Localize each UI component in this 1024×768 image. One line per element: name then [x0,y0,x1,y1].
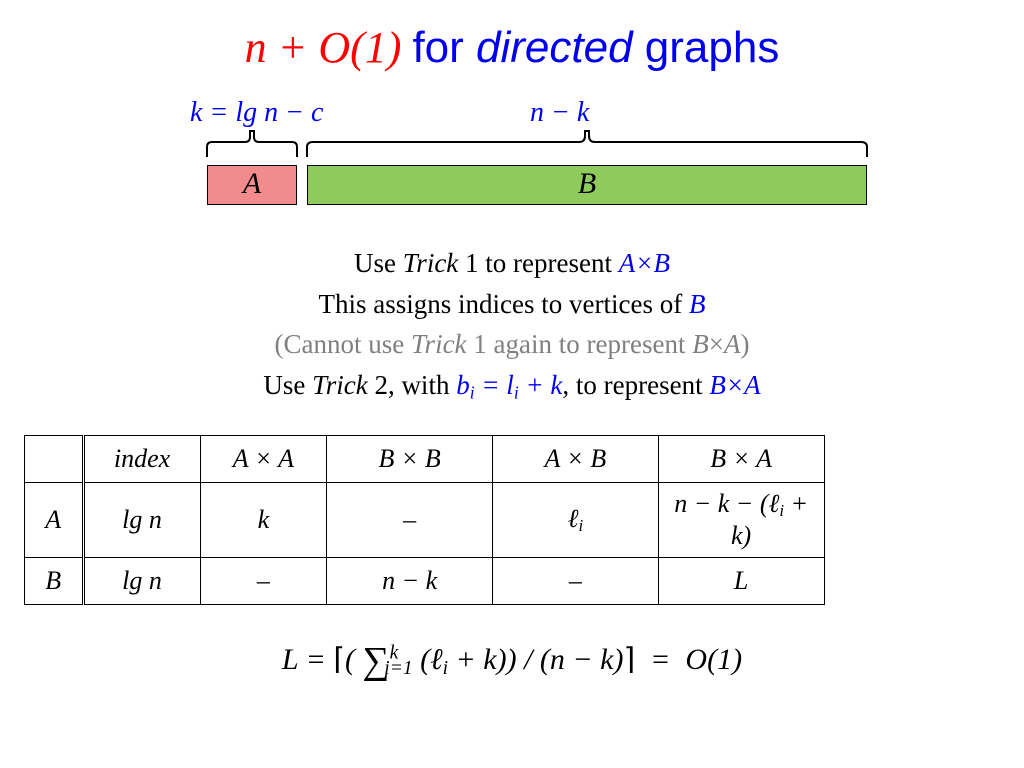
th-BxA: B × A [658,436,824,483]
body-text: Use Trick 1 to represent A×B This assign… [0,243,1024,405]
cell: k [200,483,327,558]
brace-labels: k = lg n − c n − k [0,97,1024,125]
body-line-4: Use Trick 2, with bi = li + k, to repres… [0,365,1024,406]
bars: A B [0,165,1024,215]
th-BxB: B × B [327,436,493,483]
cell: lg n [83,483,200,558]
body-line-1: Use Trick 1 to represent A×B [0,243,1024,284]
th-AxA: A × A [200,436,327,483]
slide: n + O(1) for directed graphs k = lg n − … [0,0,1024,768]
bar-B: B [307,165,867,205]
BxA-ref: B×A [709,370,760,400]
braces [0,125,1024,165]
cell: – [200,558,327,605]
row-A-label: A [25,483,84,558]
table-row: B lg n – n − k – L [25,558,1000,605]
title-math: n + O(1) [245,23,402,72]
bi-eq: bi = li + k [456,370,562,400]
table-row: A lg n k – ℓi n − k − (ℓi + k) [25,483,1000,558]
body-line-3: (Cannot use Trick 1 again to represent B… [0,324,1024,365]
title-rest: for directed graphs [412,23,779,72]
cell: ℓi [493,483,659,558]
bottom-formula: L = ⌈( ∑ki=1 (ℓi + k)) / (n − k)⌉ = O(1) [0,635,1024,680]
slide-title: n + O(1) for directed graphs [0,0,1024,73]
table-header-row: index A × A B × B A × B B × A [25,436,1000,483]
cell: lg n [83,558,200,605]
bar-A: A [207,165,297,205]
brace-B [0,125,1024,165]
B-ref: B [689,289,706,319]
cell: – [493,558,659,605]
cell: L [658,558,824,605]
row-B-label: B [25,558,84,605]
cell: – [327,483,493,558]
cell: n − k [327,558,493,605]
cell: n − k − (ℓi + k) [658,483,824,558]
th-blank [25,436,84,483]
th-AxB: A × B [493,436,659,483]
th-index: index [83,436,200,483]
complexity-table: index A × A B × B A × B B × A A lg n k –… [24,435,1000,605]
AxB-ref: A×B [619,248,670,278]
body-line-2: This assigns indices to vertices of B [0,284,1024,325]
